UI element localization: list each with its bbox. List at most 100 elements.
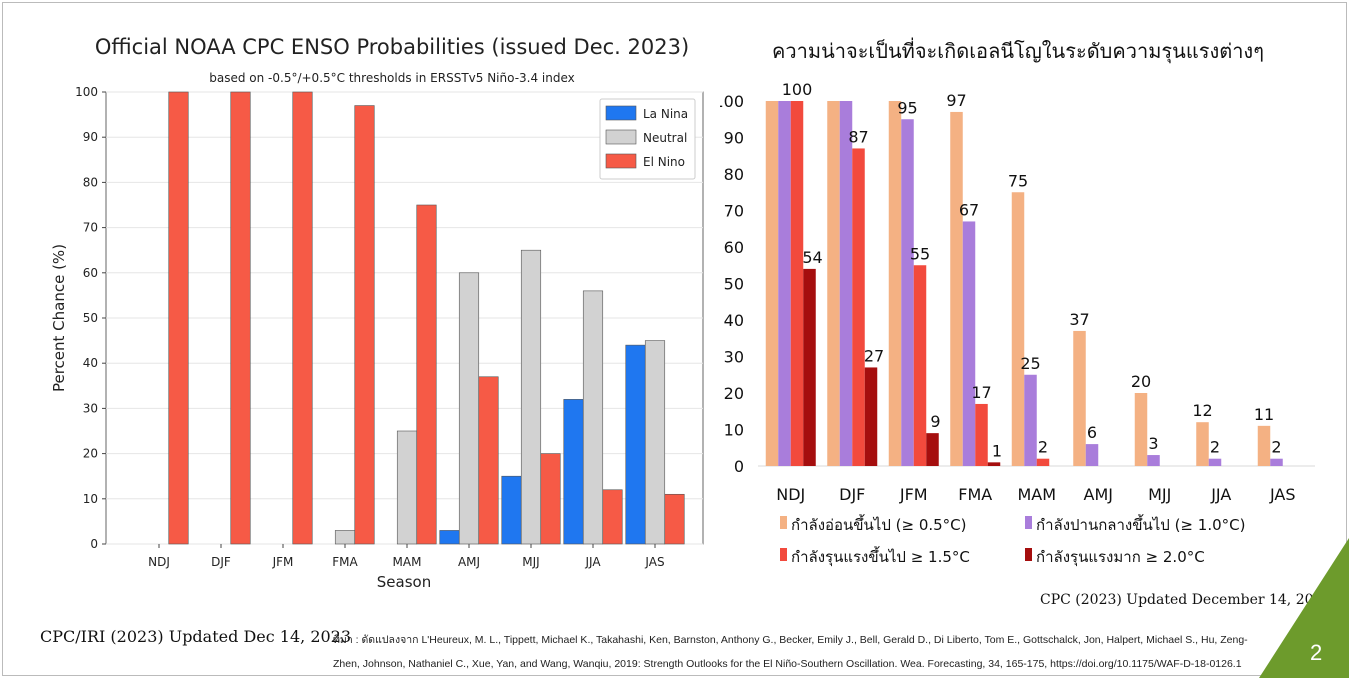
bar-series-1 xyxy=(1011,192,1025,466)
x-tick-label: JFM xyxy=(899,485,928,504)
y-tick-label: 40 xyxy=(83,356,98,370)
legend-label: กำลังอ่อนขึ้นไป (≥ 0.5°C) xyxy=(791,514,967,534)
data-label: 95 xyxy=(897,98,917,117)
data-label: 87 xyxy=(848,127,868,146)
data-label: 67 xyxy=(959,200,979,219)
bar-el-nino xyxy=(478,376,499,545)
bar-series-2 xyxy=(839,101,853,466)
bar-series-2 xyxy=(901,119,914,466)
legend-swatch xyxy=(1025,516,1032,529)
bar-series-1 xyxy=(1196,422,1209,466)
bar-series-4 xyxy=(926,433,939,466)
data-label: 12 xyxy=(1192,401,1212,420)
legend-swatch xyxy=(1025,548,1032,561)
y-tick-label: 50 xyxy=(83,311,98,325)
x-tick-label: JAS xyxy=(644,555,664,569)
bar-series-1 xyxy=(888,101,902,466)
y-tick-label: 30 xyxy=(724,348,744,367)
corner-accent-triangle xyxy=(1259,538,1349,678)
y-tick-label: 20 xyxy=(724,384,744,403)
bar-series-3 xyxy=(913,265,927,466)
data-label: 25 xyxy=(1020,354,1040,373)
y-tick-label: 10 xyxy=(724,421,744,440)
data-label: 55 xyxy=(910,244,930,263)
data-label: 20 xyxy=(1131,372,1151,391)
chart-title: ความน่าจะเป็นที่จะเกิดเอลนีโญในระดับความ… xyxy=(772,37,1264,64)
bar-el-nino xyxy=(292,91,313,545)
chart-title: Official NOAA CPC ENSO Probabilities (is… xyxy=(95,35,689,59)
x-tick-label: MAM xyxy=(393,555,422,569)
x-tick-label: FMA xyxy=(332,555,358,569)
x-tick-label: JJA xyxy=(1210,485,1231,504)
bar-neutral xyxy=(334,530,356,545)
caption-left: CPC/IRI (2023) Updated Dec 14, 2023 xyxy=(40,627,352,646)
bar-neutral xyxy=(458,272,480,545)
x-tick-label: JFM xyxy=(272,555,294,569)
slide-number: 2 xyxy=(1310,640,1323,665)
y-tick-label: 100 xyxy=(720,92,744,111)
legend-label: El Nino xyxy=(643,155,685,169)
bar-series-1 xyxy=(1134,393,1148,466)
data-label: 2 xyxy=(1271,438,1281,457)
bar-series-2 xyxy=(1024,374,1037,466)
legend: La Nina Neutral El Nino xyxy=(599,98,696,180)
bar-el-nino xyxy=(230,91,251,545)
data-label: 75 xyxy=(1008,171,1028,190)
data-label: 54 xyxy=(802,248,822,267)
data-label: 6 xyxy=(1087,423,1097,442)
x-axis-label: Season xyxy=(377,573,431,591)
bar-la-nina xyxy=(563,399,584,545)
cpc-enso-probability-chart: Official NOAA CPC ENSO Probabilities (is… xyxy=(50,35,704,591)
data-label: 2 xyxy=(1038,438,1048,457)
data-label: 27 xyxy=(864,346,884,365)
legend-swatch xyxy=(605,153,637,169)
bar-la-nina xyxy=(625,344,646,545)
data-label: 1 xyxy=(992,441,1002,460)
y-tick-label: 80 xyxy=(724,165,744,184)
bar-series-4 xyxy=(864,367,878,466)
bar-series-2 xyxy=(962,221,976,466)
bar-neutral xyxy=(396,430,418,545)
y-tick-label: 100 xyxy=(75,85,98,99)
bar-el-nino xyxy=(354,105,375,545)
x-tick-label: FMA xyxy=(958,485,992,504)
bar-el-nino xyxy=(602,489,623,545)
y-tick-label: 90 xyxy=(724,129,744,148)
chart-subtitle: based on -0.5°/+0.5°C thresholds in ERSS… xyxy=(209,71,575,85)
legend-label: Neutral xyxy=(643,131,687,145)
bar-la-nina xyxy=(501,475,522,545)
data-label: 2 xyxy=(1210,438,1220,457)
data-label: 100 xyxy=(782,80,813,99)
y-tick-label: 0 xyxy=(90,537,98,551)
bar-neutral xyxy=(520,249,542,545)
x-tick-label: DJF xyxy=(211,555,231,569)
bar-la-nina xyxy=(439,530,460,545)
source-line-1: ที่มา : ดัดแปลงจาก L'Heureux, M. L., Tip… xyxy=(333,634,1248,646)
bar-series-1 xyxy=(765,101,779,466)
y-tick-label: 20 xyxy=(83,447,98,461)
bar-series-1 xyxy=(1073,330,1086,466)
bar-el-nino xyxy=(664,493,685,545)
legend-swatch xyxy=(605,129,637,145)
y-tick-label: 90 xyxy=(83,130,98,144)
x-tick-label: MJJ xyxy=(522,555,539,569)
x-tick-label: MJJ xyxy=(1148,485,1171,504)
bar-el-nino xyxy=(416,204,437,545)
bar-series-3 xyxy=(975,403,988,466)
data-label: 3 xyxy=(1148,434,1158,453)
bar-series-1 xyxy=(827,101,840,466)
bar-series-2 xyxy=(1147,455,1160,466)
x-tick-label: NDJ xyxy=(148,555,170,569)
bar-series-1 xyxy=(1257,425,1271,466)
y-tick-label: 30 xyxy=(83,401,98,415)
x-tick-label: AMJ xyxy=(1084,485,1113,504)
legend-swatch xyxy=(780,548,787,561)
data-label: 97 xyxy=(946,91,966,110)
x-tick-label: JJA xyxy=(584,555,601,569)
bar-series-3 xyxy=(790,101,804,466)
bar-neutral xyxy=(582,290,604,545)
bar-series-4 xyxy=(987,462,1001,466)
x-tick-label: JAS xyxy=(1269,485,1296,504)
y-tick-label: 70 xyxy=(724,202,744,221)
source-citation: ที่มา : ดัดแปลงจาก L'Heureux, M. L., Tip… xyxy=(333,628,1293,676)
